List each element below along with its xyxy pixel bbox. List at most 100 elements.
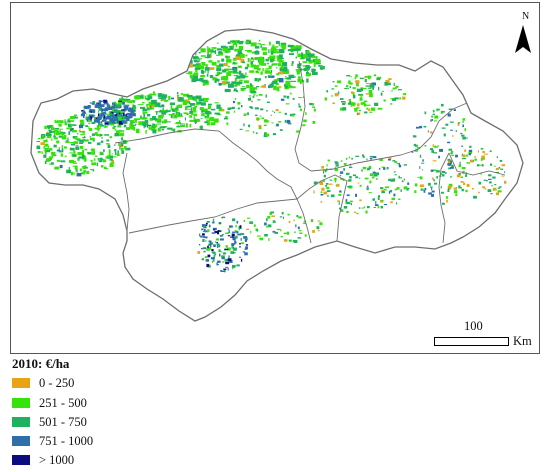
value-patch [177,96,179,100]
value-patch [364,76,367,79]
value-patch [212,258,215,262]
value-patch [96,142,101,146]
value-patch [290,80,296,82]
value-patch [193,116,196,120]
value-patch [204,256,208,259]
value-patch [320,201,323,203]
value-patch [465,174,467,177]
value-patch [189,101,191,105]
value-patch [446,199,448,203]
value-patch [261,47,267,51]
value-patch [340,107,345,111]
value-patch [276,67,278,69]
value-patch [346,85,348,88]
value-patch [178,122,181,125]
value-patch [103,149,105,152]
value-patch [124,104,130,107]
value-patch [331,94,333,97]
value-patch [419,154,422,158]
value-patch [170,115,173,119]
value-patch [73,116,78,119]
value-patch [279,216,283,218]
value-patch [89,109,92,112]
value-patch [240,258,243,262]
value-patch [147,98,149,102]
value-patch [111,153,113,155]
value-patch [101,108,105,112]
value-patch [269,212,272,215]
value-patch [97,116,101,121]
value-patch [189,74,194,79]
value-patch [391,197,395,201]
value-patch [419,166,421,169]
value-patch [398,175,400,179]
value-patch [105,117,110,120]
value-patch [248,124,251,128]
value-patch [201,113,205,117]
value-patch [239,225,242,229]
value-patch [216,238,219,241]
value-patch [246,237,248,240]
value-patch [271,63,273,66]
value-patch [47,127,50,130]
value-patch [141,94,144,96]
value-patch [175,114,177,117]
value-patch [356,112,359,116]
value-patch [84,148,88,151]
value-patch [239,256,242,258]
value-patch [320,194,324,196]
value-patch [424,145,427,147]
value-patch [83,139,89,142]
value-patch [282,216,284,219]
value-patch [260,86,267,88]
value-patch [170,105,173,110]
value-patch [109,162,115,164]
value-patch [383,167,386,170]
value-patch [216,264,219,266]
value-patch [297,76,301,79]
value-patch [299,63,302,66]
value-patch [91,148,95,152]
value-patch [298,216,302,219]
value-patch [151,99,157,105]
value-patch [440,186,442,189]
value-patch [445,172,447,174]
value-patch [222,252,227,255]
value-patch [468,153,471,156]
value-patch [223,63,228,67]
value-patch [107,155,110,158]
value-patch [107,122,112,125]
value-patch [304,234,307,237]
value-patch [272,60,276,62]
value-patch [288,220,291,223]
value-patch [394,97,399,100]
value-patch [267,215,271,219]
value-patch [161,94,168,98]
value-patch [216,68,222,71]
value-patch [395,85,399,88]
value-patch [186,113,189,115]
value-patch [335,179,337,183]
value-patch [245,244,249,246]
value-patch [231,231,236,233]
value-patch [432,144,434,148]
value-patch [164,100,169,102]
value-patch [60,153,63,157]
value-patch [82,138,85,141]
value-patch [48,129,52,132]
value-patch [414,190,417,194]
value-patch [172,109,178,112]
value-patch [275,124,279,127]
value-patch [249,86,253,88]
value-patch [243,80,249,84]
value-patch [236,81,243,85]
value-patch [129,121,133,126]
value-patch [80,113,85,117]
value-patch [328,183,333,185]
value-patch [225,55,228,58]
value-patch [383,188,387,191]
value-patch [236,231,239,234]
value-patch [348,80,351,83]
value-patch [109,163,114,167]
value-patch [437,145,439,147]
